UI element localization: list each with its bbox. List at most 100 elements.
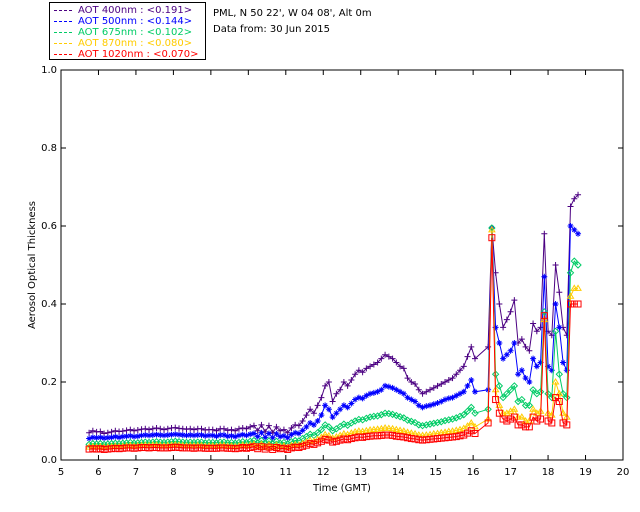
data-point xyxy=(463,407,472,415)
data-point xyxy=(250,422,257,429)
data-point xyxy=(186,444,194,452)
x-tick-label: 19 xyxy=(579,467,592,478)
x-tick-label: 5 xyxy=(58,467,64,478)
data-point xyxy=(340,435,348,443)
data-point xyxy=(201,444,209,452)
data-point xyxy=(434,400,441,407)
data-point xyxy=(157,425,164,432)
data-point xyxy=(115,445,123,453)
data-point xyxy=(198,425,205,432)
data-point xyxy=(423,388,430,395)
data-point xyxy=(434,382,441,389)
legend-entry-675nm: AOT 675nm : <0.102> xyxy=(54,27,192,38)
data-point xyxy=(142,425,149,432)
y-tick-label: 0.6 xyxy=(41,221,57,232)
data-point xyxy=(134,444,142,452)
data-point xyxy=(310,440,318,448)
data-point xyxy=(340,420,348,428)
data-point xyxy=(525,401,534,410)
data-point xyxy=(389,355,396,362)
data-point xyxy=(366,432,374,440)
data-point xyxy=(438,380,445,387)
data-point xyxy=(269,445,277,453)
data-point xyxy=(499,393,507,402)
legend-entry-500nm: AOT 500nm : <0.144> xyxy=(54,16,192,27)
data-point xyxy=(194,444,202,452)
data-point xyxy=(138,432,145,439)
data-point xyxy=(314,439,322,447)
data-point xyxy=(522,423,530,431)
data-point xyxy=(123,433,130,440)
data-point xyxy=(134,426,141,433)
data-point xyxy=(149,425,156,432)
data-point xyxy=(533,363,540,370)
data-point xyxy=(157,432,164,439)
data-point xyxy=(529,405,537,412)
data-point xyxy=(422,436,430,444)
x-tick-label: 15 xyxy=(429,467,442,478)
data-point xyxy=(430,384,437,391)
data-point xyxy=(108,434,115,441)
data-point xyxy=(314,418,321,424)
data-point xyxy=(321,421,329,429)
data-point xyxy=(160,444,168,452)
legend: AOT 400nm : <0.191> AOT 500nm : <0.144> … xyxy=(49,2,206,60)
data-point xyxy=(355,433,363,441)
data-point xyxy=(146,426,153,433)
data-point xyxy=(378,355,385,362)
x-tick-label: 13 xyxy=(354,467,367,478)
data-point xyxy=(430,401,437,408)
data-point xyxy=(299,427,306,434)
data-point xyxy=(354,427,363,434)
data-point xyxy=(441,434,449,442)
data-point xyxy=(96,445,104,453)
data-point xyxy=(571,226,578,233)
data-point xyxy=(370,389,377,396)
data-point xyxy=(295,444,303,452)
data-point xyxy=(131,433,138,440)
data-point xyxy=(363,392,370,399)
data-point xyxy=(239,444,247,452)
data-point xyxy=(231,445,239,453)
data-point xyxy=(344,436,352,444)
station-info: PML, N 50 22', W 04 08', Alt 0m xyxy=(213,8,372,19)
data-point xyxy=(332,437,340,445)
series-1 xyxy=(86,223,582,442)
x-tick-label: 6 xyxy=(95,467,101,478)
data-point xyxy=(217,432,224,439)
data-point xyxy=(495,382,504,390)
data-point xyxy=(544,389,552,398)
data-point xyxy=(415,436,423,444)
data-point xyxy=(374,432,382,440)
data-point xyxy=(567,223,574,229)
data-point xyxy=(359,433,367,441)
data-point xyxy=(138,444,146,452)
data-point xyxy=(392,411,401,420)
data-point xyxy=(145,444,153,452)
data-point xyxy=(529,413,537,421)
data-point xyxy=(280,432,287,439)
data-point xyxy=(191,432,198,439)
data-point xyxy=(464,353,471,360)
data-point xyxy=(518,395,526,404)
data-point xyxy=(212,439,221,447)
data-point xyxy=(456,432,464,440)
data-point xyxy=(404,434,412,442)
legend-swatch-400nm xyxy=(54,9,72,11)
data-point xyxy=(419,390,426,397)
data-point xyxy=(503,316,510,323)
data-point xyxy=(329,398,336,405)
data-point xyxy=(537,359,544,366)
data-point xyxy=(381,424,389,431)
data-point xyxy=(441,416,449,425)
data-point xyxy=(269,434,276,441)
data-point xyxy=(131,427,138,434)
data-point xyxy=(232,433,239,440)
legend-label-400nm: AOT 400nm : <0.191> xyxy=(78,5,193,16)
data-point xyxy=(337,386,344,393)
data-point xyxy=(374,388,381,395)
data-point xyxy=(89,445,97,453)
data-point xyxy=(310,410,317,417)
data-point xyxy=(224,427,231,434)
data-point xyxy=(570,300,578,308)
